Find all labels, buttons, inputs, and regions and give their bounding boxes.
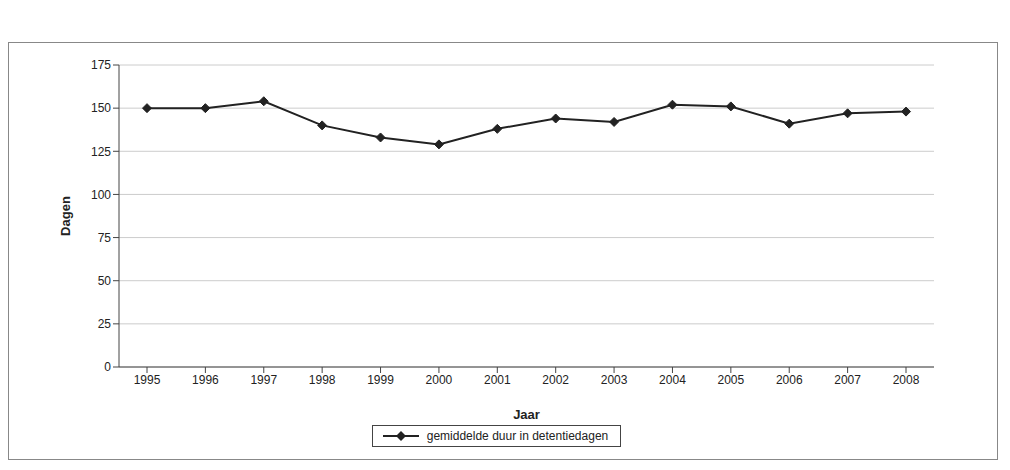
svg-text:Dagen: Dagen: [58, 196, 73, 236]
svg-text:2006: 2006: [776, 373, 803, 387]
svg-text:1997: 1997: [250, 373, 277, 387]
svg-text:2008: 2008: [893, 373, 920, 387]
svg-text:50: 50: [98, 274, 112, 288]
svg-text:175: 175: [91, 58, 111, 72]
svg-text:1999: 1999: [367, 373, 394, 387]
html-text:gemiddelde duur in detentiedag: gemiddelde duur in detentiedagen: [426, 429, 609, 443]
svg-text:2000: 2000: [426, 373, 453, 387]
svg-text:2004: 2004: [659, 373, 686, 387]
svg-text:150: 150: [91, 101, 111, 115]
svg-text:2001: 2001: [484, 373, 511, 387]
svg-text:25: 25: [98, 317, 112, 331]
svg-text:1998: 1998: [309, 373, 336, 387]
svg-text:100: 100: [91, 188, 111, 202]
svg-text:2003: 2003: [601, 373, 628, 387]
svg-text:2002: 2002: [542, 373, 569, 387]
svg-text:1996: 1996: [192, 373, 219, 387]
svg-text:1995: 1995: [134, 373, 161, 387]
svg-text:0: 0: [104, 360, 111, 374]
svg-text:Jaar: Jaar: [513, 407, 540, 422]
svg-text:2007: 2007: [834, 373, 861, 387]
svg-text:125: 125: [91, 145, 111, 159]
svg-text:2005: 2005: [717, 373, 744, 387]
svg-text:75: 75: [98, 231, 112, 245]
